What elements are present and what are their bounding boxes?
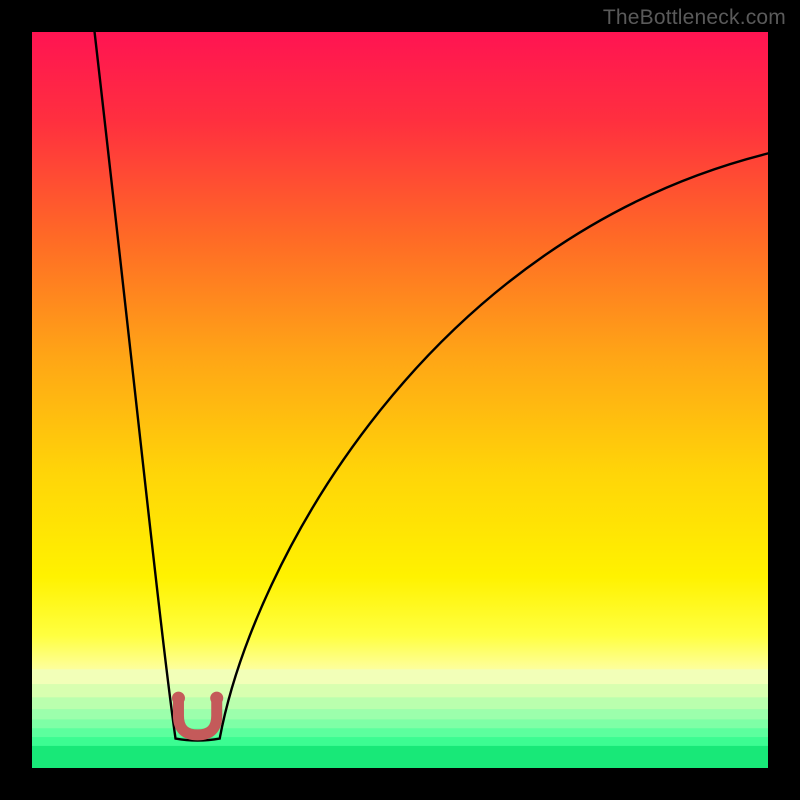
bottleneck-curve xyxy=(32,32,768,768)
valley-marker xyxy=(172,692,223,735)
chart-plot-area xyxy=(32,32,768,768)
watermark-text: TheBottleneck.com xyxy=(603,6,786,30)
